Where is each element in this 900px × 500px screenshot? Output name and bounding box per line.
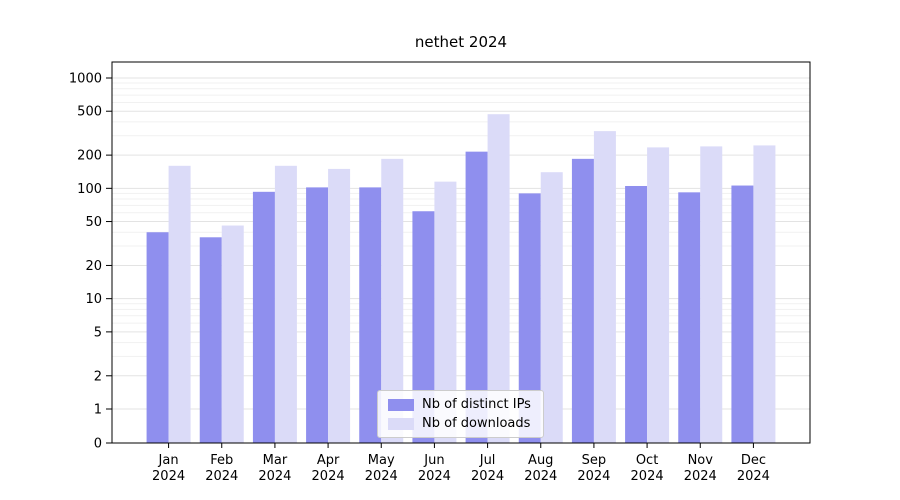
x-axis-label-year: 2024 <box>152 469 185 484</box>
plot-border <box>111 61 811 444</box>
bar-distinct-ips-may <box>359 187 382 443</box>
legend-item-downloads: Nb of downloads <box>388 416 531 431</box>
x-axis-label-year: 2024 <box>631 469 664 484</box>
y-axis-tick-label: 20 <box>85 259 102 274</box>
x-axis-label-year: 2024 <box>737 469 770 484</box>
legend-label-downloads: Nb of downloads <box>422 416 531 431</box>
x-axis-label-month: Jul <box>479 453 496 468</box>
chart-title: nethet 2024 <box>414 33 508 51</box>
bar-downloads-oct <box>647 147 670 443</box>
legend-item-distinct-ips: Nb of distinct IPs <box>388 397 531 412</box>
x-axis-label-month: Aug <box>528 453 553 468</box>
x-axis-label-month: Oct <box>636 453 658 468</box>
bar-downloads-may <box>381 158 404 443</box>
legend-label-distinct-ips: Nb of distinct IPs <box>422 397 531 412</box>
bar-distinct-ips-feb <box>199 237 222 443</box>
x-axis-label-month: Dec <box>741 453 766 468</box>
x-axis-label-month: Jun <box>423 453 444 468</box>
bar-distinct-ips-apr <box>306 187 329 443</box>
bar-downloads-nov <box>700 146 723 443</box>
y-axis-tick-label: 500 <box>77 105 102 120</box>
bar-downloads-jun <box>434 181 457 443</box>
x-axis-label-month: Jan <box>158 453 179 468</box>
bar-distinct-ips-mar <box>252 191 275 443</box>
y-axis-tick-label: 2 <box>94 369 102 384</box>
y-axis-tick-label: 0 <box>94 437 102 452</box>
bar-downloads-apr <box>328 168 351 443</box>
bar-downloads-jul <box>487 114 510 444</box>
x-axis-label-year: 2024 <box>205 469 238 484</box>
bar-downloads-jan <box>168 165 191 444</box>
y-axis-tick-label: 200 <box>77 149 102 164</box>
bar-distinct-ips-dec <box>731 185 754 443</box>
y-axis-tick-label: 5 <box>94 325 102 340</box>
y-axis-tick-label: 10 <box>85 292 102 307</box>
bar-downloads-dec <box>753 145 776 444</box>
x-axis-label-month: Feb <box>210 453 233 468</box>
x-axis-label-year: 2024 <box>418 469 451 484</box>
x-axis-label-month: May <box>368 453 395 468</box>
y-axis-tick-label: 100 <box>77 182 102 197</box>
x-axis-label-month: Sep <box>582 453 607 468</box>
bar-distinct-ips-nov <box>678 192 701 443</box>
bar-downloads-sep <box>593 131 616 443</box>
bar-distinct-ips-oct <box>625 185 648 443</box>
legend-swatch-downloads <box>388 417 414 430</box>
bar-downloads-aug <box>540 172 563 443</box>
bar-downloads-mar <box>274 165 297 444</box>
bar-distinct-ips-jul <box>465 151 488 443</box>
x-axis-label-year: 2024 <box>312 469 345 484</box>
x-axis-label-year: 2024 <box>577 469 610 484</box>
x-axis-label-year: 2024 <box>684 469 717 484</box>
x-axis-label-month: Apr <box>317 453 340 468</box>
bar-distinct-ips-sep <box>571 158 594 443</box>
legend-swatch-distinct-ips <box>388 398 414 411</box>
x-axis-label-year: 2024 <box>365 469 398 484</box>
bar-distinct-ips-aug <box>518 193 541 443</box>
x-axis-label-year: 2024 <box>524 469 557 484</box>
x-axis-label-year: 2024 <box>471 469 504 484</box>
bar-distinct-ips-jan <box>146 232 169 443</box>
x-axis-label-month: Mar <box>263 453 288 468</box>
bar-downloads-feb <box>221 225 244 443</box>
bar-distinct-ips-jun <box>412 211 435 443</box>
y-axis-tick-label: 50 <box>85 215 102 230</box>
x-axis-label-year: 2024 <box>258 469 291 484</box>
x-axis-label-month: Nov <box>688 453 714 468</box>
y-axis-tick-label: 1 <box>94 403 102 418</box>
y-axis-tick-label: 1000 <box>69 72 102 87</box>
legend: Nb of distinct IPs Nb of downloads <box>377 390 544 438</box>
